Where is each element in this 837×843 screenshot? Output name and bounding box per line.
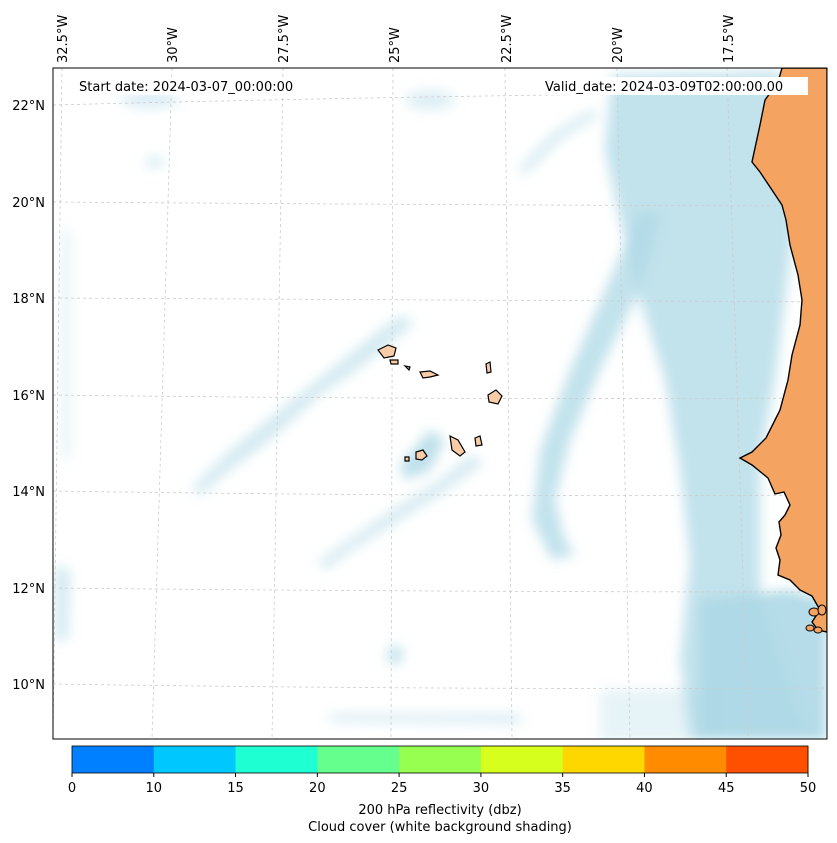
island-sao-nicolau xyxy=(419,370,440,379)
colorbar-swatch xyxy=(644,746,727,773)
island-sal xyxy=(485,361,492,374)
bissagos-islands xyxy=(805,604,827,634)
island-santo-antao xyxy=(377,344,397,359)
colorbar-border xyxy=(71,745,809,774)
lat-label-18n: 18°N xyxy=(12,292,45,307)
island-santa-luzia xyxy=(403,365,411,372)
colorbar-swatch xyxy=(726,746,809,773)
map-border xyxy=(52,67,828,740)
colorbar-label-line2: Cloud cover (white background shading) xyxy=(308,820,572,835)
colorbar-swatch xyxy=(317,746,400,773)
lat-label-20n: 20°N xyxy=(12,196,45,211)
lat-label-14n: 14°N xyxy=(12,485,45,500)
lon-label-27-5w: 27.5°W xyxy=(277,15,292,63)
colorbar-ticks: 0 10 15 20 25 30 35 40 45 50 xyxy=(68,773,816,796)
longitude-labels: 32.5°W 30°W 27.5°W 25°W 22.5°W 20°W 17.5… xyxy=(56,15,737,63)
colorbar-tick-label: 20 xyxy=(309,781,326,796)
colorbar-tick-label: 10 xyxy=(146,781,163,796)
colorbar-swatch xyxy=(72,746,155,773)
island-santiago xyxy=(449,434,466,457)
cloud-cover-shading xyxy=(55,72,827,739)
map-content xyxy=(53,68,827,739)
colorbar-tick-label: 40 xyxy=(636,781,653,796)
valid-date-label: Valid_date: 2024-03-09T02:00:00.00 xyxy=(545,80,783,95)
colorbar-label-line1: 200 hPa reflectivity (dbz) xyxy=(358,803,521,818)
cape-verde-islands xyxy=(377,344,503,462)
lat-label-10n: 10°N xyxy=(12,678,45,693)
colorbar-tick-label: 45 xyxy=(718,781,735,796)
colorbar-tick-label: 50 xyxy=(800,781,817,796)
colorbar-swatch xyxy=(235,746,318,773)
colorbar-tick-label: 30 xyxy=(473,781,490,796)
start-date-box: Start date: 2024-03-07_00:00:00 xyxy=(73,77,311,95)
valid-date-box: Valid_date: 2024-03-09T02:00:00.00 xyxy=(540,77,808,95)
start-date-label: Start date: 2024-03-07_00:00:00 xyxy=(79,80,293,95)
colorbar-tick-label: 15 xyxy=(227,781,244,796)
island-maio xyxy=(474,435,483,447)
island-brava xyxy=(404,456,410,462)
lat-label-22n: 22°N xyxy=(12,99,45,114)
reflectivity-colorbar: 0 10 15 20 25 30 35 40 45 50 200 hPa reflectivity… xyxy=(68,745,816,835)
island-boa-vista xyxy=(487,389,503,405)
colorbar-swatch xyxy=(480,746,564,773)
colorbar-swatch xyxy=(562,746,645,773)
colorbar-tick-label: 25 xyxy=(391,781,408,796)
west-africa-landmass xyxy=(738,68,827,633)
colorbar-swatches xyxy=(72,746,809,773)
latitude-labels: 22°N 20°N 18°N 16°N 14°N 12°N 10°N xyxy=(12,99,45,693)
graticule xyxy=(53,68,827,739)
colorbar-tick-label: 0 xyxy=(68,781,76,796)
island-fogo xyxy=(415,449,428,461)
lon-label-30w: 30°W xyxy=(166,27,181,63)
lon-label-32-5w: 32.5°W xyxy=(56,15,71,63)
lon-label-20w: 20°W xyxy=(611,27,626,63)
lon-label-22-5w: 22.5°W xyxy=(500,15,515,63)
colorbar-swatch xyxy=(399,746,482,773)
lat-label-12n: 12°N xyxy=(12,582,45,597)
lon-label-17-5w: 17.5°W xyxy=(722,15,737,63)
lat-label-16n: 16°N xyxy=(12,389,45,404)
island-sao-vicente xyxy=(389,359,399,365)
lon-label-25w: 25°W xyxy=(388,27,403,63)
colorbar-swatch xyxy=(153,746,237,773)
colorbar-tick-label: 35 xyxy=(554,781,571,796)
